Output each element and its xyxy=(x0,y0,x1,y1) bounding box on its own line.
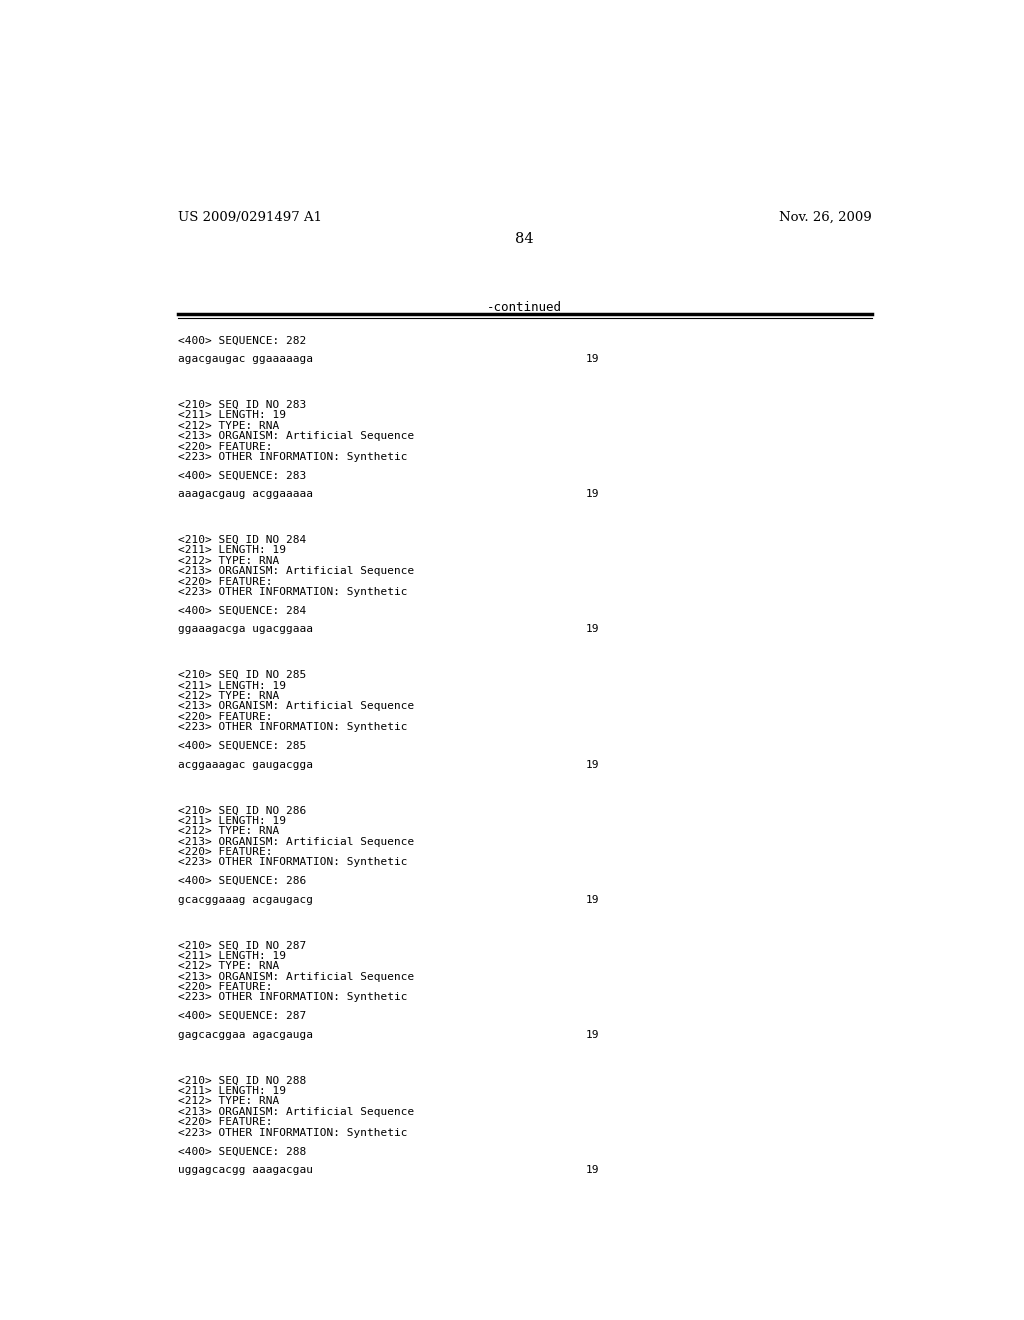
Text: <223> OTHER INFORMATION: Synthetic: <223> OTHER INFORMATION: Synthetic xyxy=(178,451,408,462)
Text: uggagcacgg aaagacgau: uggagcacgg aaagacgau xyxy=(178,1166,313,1175)
Text: 19: 19 xyxy=(586,759,599,770)
Text: <400> SEQUENCE: 288: <400> SEQUENCE: 288 xyxy=(178,1146,306,1156)
Text: <223> OTHER INFORMATION: Synthetic: <223> OTHER INFORMATION: Synthetic xyxy=(178,722,408,733)
Text: <220> FEATURE:: <220> FEATURE: xyxy=(178,711,272,722)
Text: <210> SEQ ID NO 288: <210> SEQ ID NO 288 xyxy=(178,1076,306,1085)
Text: <210> SEQ ID NO 285: <210> SEQ ID NO 285 xyxy=(178,671,306,680)
Text: <211> LENGTH: 19: <211> LENGTH: 19 xyxy=(178,411,287,420)
Text: <211> LENGTH: 19: <211> LENGTH: 19 xyxy=(178,816,287,826)
Text: 84: 84 xyxy=(515,231,535,246)
Text: 19: 19 xyxy=(586,1030,599,1040)
Text: <220> FEATURE:: <220> FEATURE: xyxy=(178,1117,272,1127)
Text: <210> SEQ ID NO 283: <210> SEQ ID NO 283 xyxy=(178,400,306,411)
Text: gagcacggaa agacgauga: gagcacggaa agacgauga xyxy=(178,1030,313,1040)
Text: <400> SEQUENCE: 286: <400> SEQUENCE: 286 xyxy=(178,876,306,886)
Text: ggaaagacga ugacggaaa: ggaaagacga ugacggaaa xyxy=(178,624,313,635)
Text: <213> ORGANISM: Artificial Sequence: <213> ORGANISM: Artificial Sequence xyxy=(178,972,415,982)
Text: <212> TYPE: RNA: <212> TYPE: RNA xyxy=(178,826,280,836)
Text: <211> LENGTH: 19: <211> LENGTH: 19 xyxy=(178,681,287,690)
Text: <210> SEQ ID NO 284: <210> SEQ ID NO 284 xyxy=(178,535,306,545)
Text: <211> LENGTH: 19: <211> LENGTH: 19 xyxy=(178,950,287,961)
Text: <212> TYPE: RNA: <212> TYPE: RNA xyxy=(178,690,280,701)
Text: 19: 19 xyxy=(586,490,599,499)
Text: <213> ORGANISM: Artificial Sequence: <213> ORGANISM: Artificial Sequence xyxy=(178,432,415,441)
Text: <223> OTHER INFORMATION: Synthetic: <223> OTHER INFORMATION: Synthetic xyxy=(178,993,408,1002)
Text: <211> LENGTH: 19: <211> LENGTH: 19 xyxy=(178,1086,287,1096)
Text: <400> SEQUENCE: 284: <400> SEQUENCE: 284 xyxy=(178,606,306,615)
Text: <213> ORGANISM: Artificial Sequence: <213> ORGANISM: Artificial Sequence xyxy=(178,1106,415,1117)
Text: acggaaagac gaugacgga: acggaaagac gaugacgga xyxy=(178,759,313,770)
Text: aaagacgaug acggaaaaa: aaagacgaug acggaaaaa xyxy=(178,490,313,499)
Text: <220> FEATURE:: <220> FEATURE: xyxy=(178,982,272,993)
Text: <400> SEQUENCE: 283: <400> SEQUENCE: 283 xyxy=(178,471,306,480)
Text: <400> SEQUENCE: 282: <400> SEQUENCE: 282 xyxy=(178,335,306,346)
Text: <400> SEQUENCE: 285: <400> SEQUENCE: 285 xyxy=(178,741,306,751)
Text: <213> ORGANISM: Artificial Sequence: <213> ORGANISM: Artificial Sequence xyxy=(178,566,415,577)
Text: -continued: -continued xyxy=(487,301,562,314)
Text: <213> ORGANISM: Artificial Sequence: <213> ORGANISM: Artificial Sequence xyxy=(178,837,415,846)
Text: 19: 19 xyxy=(586,1166,599,1175)
Text: <220> FEATURE:: <220> FEATURE: xyxy=(178,441,272,451)
Text: 19: 19 xyxy=(586,354,599,364)
Text: <212> TYPE: RNA: <212> TYPE: RNA xyxy=(178,556,280,566)
Text: gcacggaaag acgaugacg: gcacggaaag acgaugacg xyxy=(178,895,313,904)
Text: <223> OTHER INFORMATION: Synthetic: <223> OTHER INFORMATION: Synthetic xyxy=(178,587,408,597)
Text: <212> TYPE: RNA: <212> TYPE: RNA xyxy=(178,1097,280,1106)
Text: <220> FEATURE:: <220> FEATURE: xyxy=(178,847,272,857)
Text: <223> OTHER INFORMATION: Synthetic: <223> OTHER INFORMATION: Synthetic xyxy=(178,857,408,867)
Text: <223> OTHER INFORMATION: Synthetic: <223> OTHER INFORMATION: Synthetic xyxy=(178,1127,408,1138)
Text: <212> TYPE: RNA: <212> TYPE: RNA xyxy=(178,961,280,972)
Text: <210> SEQ ID NO 286: <210> SEQ ID NO 286 xyxy=(178,805,306,816)
Text: US 2009/0291497 A1: US 2009/0291497 A1 xyxy=(178,211,323,224)
Text: Nov. 26, 2009: Nov. 26, 2009 xyxy=(779,211,872,224)
Text: <211> LENGTH: 19: <211> LENGTH: 19 xyxy=(178,545,287,556)
Text: 19: 19 xyxy=(586,624,599,635)
Text: agacgaugac ggaaaaaga: agacgaugac ggaaaaaga xyxy=(178,354,313,364)
Text: <210> SEQ ID NO 287: <210> SEQ ID NO 287 xyxy=(178,940,306,950)
Text: <400> SEQUENCE: 287: <400> SEQUENCE: 287 xyxy=(178,1011,306,1022)
Text: <212> TYPE: RNA: <212> TYPE: RNA xyxy=(178,421,280,430)
Text: <220> FEATURE:: <220> FEATURE: xyxy=(178,577,272,586)
Text: <213> ORGANISM: Artificial Sequence: <213> ORGANISM: Artificial Sequence xyxy=(178,701,415,711)
Text: 19: 19 xyxy=(586,895,599,904)
